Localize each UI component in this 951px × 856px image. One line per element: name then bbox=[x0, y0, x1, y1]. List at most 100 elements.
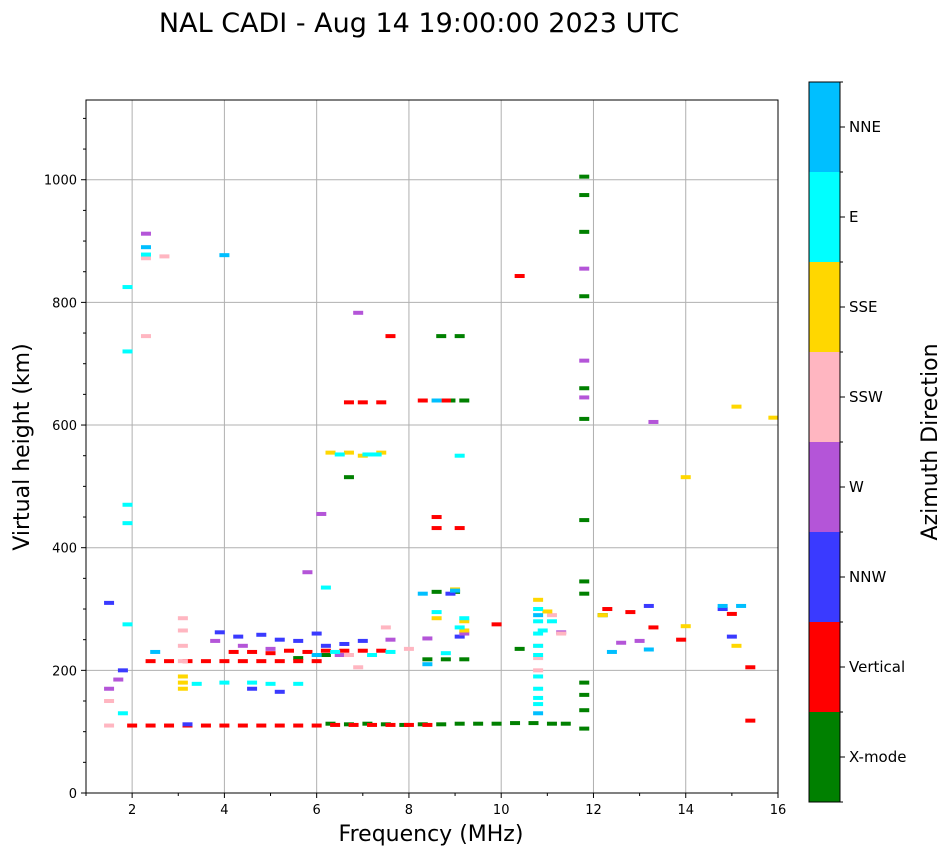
data-point bbox=[491, 721, 502, 726]
data-point bbox=[579, 229, 590, 234]
data-point bbox=[343, 450, 354, 455]
data-point bbox=[311, 659, 322, 664]
data-point bbox=[237, 659, 248, 664]
data-point bbox=[533, 619, 544, 624]
data-point bbox=[579, 708, 590, 713]
plot-frame bbox=[86, 100, 778, 793]
data-point bbox=[293, 681, 304, 686]
data-point bbox=[200, 723, 211, 728]
x-tick-label: 4 bbox=[220, 803, 228, 818]
data-point bbox=[191, 681, 202, 686]
data-point bbox=[177, 616, 188, 621]
data-point bbox=[367, 653, 378, 658]
data-point bbox=[385, 334, 396, 339]
data-point bbox=[533, 631, 544, 636]
data-point bbox=[510, 721, 521, 726]
data-point bbox=[546, 619, 557, 624]
data-point bbox=[265, 651, 276, 656]
data-point bbox=[533, 695, 544, 700]
data-point bbox=[353, 665, 364, 670]
x-tick-label: 14 bbox=[677, 803, 694, 818]
data-point bbox=[334, 653, 345, 658]
data-point bbox=[104, 699, 115, 704]
data-point bbox=[302, 570, 313, 575]
series-w bbox=[104, 231, 659, 691]
data-point bbox=[385, 722, 396, 727]
data-point bbox=[164, 723, 175, 728]
data-point bbox=[177, 686, 188, 691]
series-nne bbox=[140, 245, 747, 716]
data-point bbox=[745, 718, 756, 723]
colorbar-tick-label: E bbox=[849, 208, 858, 226]
x-tick-label: 12 bbox=[585, 803, 602, 818]
data-point bbox=[459, 628, 470, 633]
data-point bbox=[320, 648, 331, 653]
data-point bbox=[616, 640, 627, 645]
data-point bbox=[302, 649, 313, 654]
data-point bbox=[104, 686, 115, 691]
colorbar-border bbox=[808, 81, 841, 803]
data-point bbox=[648, 419, 659, 424]
data-point bbox=[579, 294, 590, 299]
data-point bbox=[454, 625, 465, 630]
data-point bbox=[546, 613, 557, 618]
data-point bbox=[643, 603, 654, 608]
data-point bbox=[745, 665, 756, 670]
data-point bbox=[579, 518, 590, 523]
data-point bbox=[325, 450, 336, 455]
data-point bbox=[113, 677, 124, 682]
data-point bbox=[602, 607, 613, 612]
data-point bbox=[680, 624, 691, 629]
data-point bbox=[491, 622, 502, 627]
data-point bbox=[533, 674, 544, 679]
data-point bbox=[533, 653, 544, 658]
colorbar-segment bbox=[809, 172, 840, 262]
data-point bbox=[459, 619, 470, 624]
data-point bbox=[445, 591, 456, 596]
data-point bbox=[145, 723, 156, 728]
data-point bbox=[676, 637, 687, 642]
data-point bbox=[343, 475, 354, 480]
colorbar-segment bbox=[809, 712, 840, 802]
data-point bbox=[256, 723, 267, 728]
data-point bbox=[357, 638, 368, 643]
data-point bbox=[431, 515, 442, 520]
plot-border bbox=[85, 99, 779, 794]
data-point bbox=[274, 659, 285, 664]
colorbar-segment bbox=[809, 262, 840, 352]
data-point bbox=[417, 591, 428, 596]
data-point bbox=[768, 415, 779, 420]
data-point bbox=[140, 245, 151, 250]
data-point bbox=[177, 674, 188, 679]
data-point bbox=[606, 649, 617, 654]
data-point bbox=[210, 638, 221, 643]
data-point bbox=[440, 657, 451, 662]
data-point bbox=[514, 274, 525, 279]
data-point bbox=[247, 680, 258, 685]
series-nnw bbox=[104, 591, 737, 727]
data-point bbox=[579, 386, 590, 391]
data-point bbox=[320, 643, 331, 648]
data-point bbox=[140, 231, 151, 236]
data-point bbox=[385, 649, 396, 654]
data-point bbox=[237, 643, 248, 648]
data-point bbox=[274, 637, 285, 642]
data-point bbox=[182, 722, 193, 727]
data-point bbox=[717, 607, 728, 612]
data-point bbox=[334, 452, 345, 457]
data-point bbox=[579, 266, 590, 271]
data-point bbox=[625, 610, 636, 615]
x-tick-label: 2 bbox=[128, 803, 136, 818]
data-point bbox=[450, 588, 461, 593]
colorbar-tick-label: X-mode bbox=[849, 748, 906, 766]
data-point bbox=[122, 622, 133, 627]
data-point bbox=[533, 702, 544, 707]
data-point bbox=[117, 711, 128, 716]
data-point bbox=[422, 657, 433, 662]
data-point bbox=[731, 643, 742, 648]
data-point bbox=[454, 453, 465, 458]
y-tick-label: 200 bbox=[52, 664, 77, 679]
data-point bbox=[104, 600, 115, 605]
data-point bbox=[579, 358, 590, 363]
data-point bbox=[376, 400, 387, 405]
